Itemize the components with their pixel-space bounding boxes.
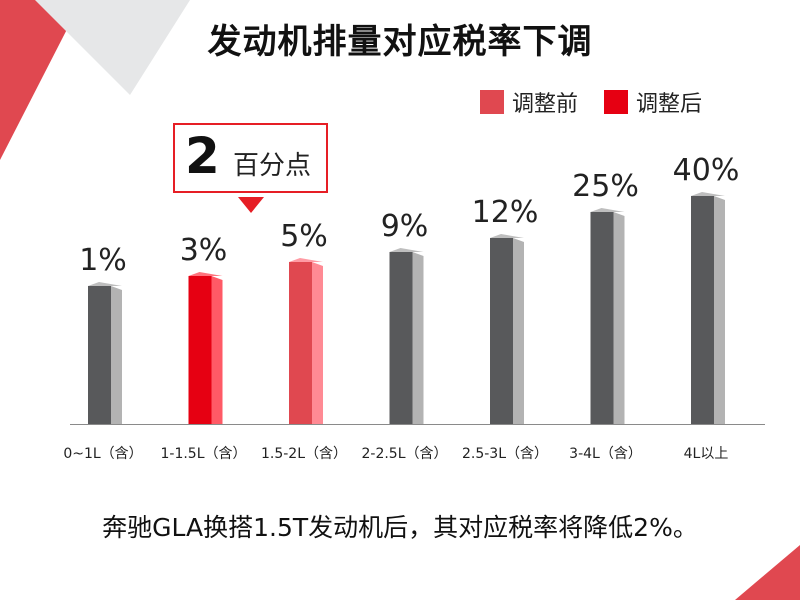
bar-6 xyxy=(691,196,714,424)
bar-top-4 xyxy=(490,234,524,238)
legend-swatch-before xyxy=(480,90,504,114)
callout-unit: 百分点 xyxy=(233,151,312,181)
bar-side-5 xyxy=(613,212,625,424)
category-label-4: 2.5-3L（含） xyxy=(462,446,548,462)
legend-item-after: 调整后 xyxy=(604,86,702,118)
caption-text: 奔驰GLA换搭1.5T发动机后，其对应税率将降低2%。 xyxy=(102,513,698,542)
legend-item-before: 调整前 xyxy=(480,86,578,118)
page-title: 发动机排量对应税率下调 xyxy=(207,22,593,62)
bar-side-1 xyxy=(211,276,223,424)
bar-top-1 xyxy=(188,272,223,276)
top-left-red-triangle xyxy=(0,0,82,160)
bar-top-5 xyxy=(590,208,625,212)
bottom-right-red-triangle xyxy=(735,545,800,600)
data-label-6: 40% xyxy=(673,153,740,188)
bar-top-3 xyxy=(389,248,424,252)
legend-label-before: 调整前 xyxy=(512,92,579,117)
bar-top-0 xyxy=(88,282,122,286)
bar-3 xyxy=(389,252,413,424)
data-label-2: 5% xyxy=(280,219,328,254)
bar-0 xyxy=(88,286,111,424)
top-left-gray-triangle xyxy=(35,0,190,95)
bar-side-0 xyxy=(111,286,122,424)
bar-side-2 xyxy=(312,262,323,424)
bar-2 xyxy=(289,262,312,424)
legend-label-after: 调整后 xyxy=(636,92,703,117)
bar-side-6 xyxy=(714,196,725,424)
data-label-1: 3% xyxy=(180,233,228,268)
data-label-5: 25% xyxy=(572,169,639,204)
callout-value: 2 xyxy=(185,127,220,185)
data-label-0: 1% xyxy=(79,243,127,278)
category-label-2: 1.5-2L（含） xyxy=(261,446,347,462)
category-label-6: 4L以上 xyxy=(684,446,729,462)
bar-1 xyxy=(188,276,212,424)
data-label-4: 12% xyxy=(472,195,539,230)
data-label-3: 9% xyxy=(381,209,429,244)
callout-arrow-icon xyxy=(238,197,264,213)
reduction-callout: 2 百分点 xyxy=(173,123,328,193)
bar-top-2 xyxy=(289,258,323,262)
bar-side-3 xyxy=(412,252,424,424)
legend-swatch-after xyxy=(604,90,629,114)
category-label-5: 3-4L（含） xyxy=(569,446,642,462)
chart-legend: 调整前 调整后 xyxy=(480,86,728,118)
category-label-0: 0~1L（含） xyxy=(63,446,142,462)
category-label-1: 1-1.5L（含） xyxy=(160,446,246,462)
bar-side-4 xyxy=(513,238,524,424)
category-label-3: 2-2.5L（含） xyxy=(361,446,447,462)
bar-top-6 xyxy=(691,192,725,196)
bar-4 xyxy=(490,238,513,424)
bar-5 xyxy=(590,212,614,424)
